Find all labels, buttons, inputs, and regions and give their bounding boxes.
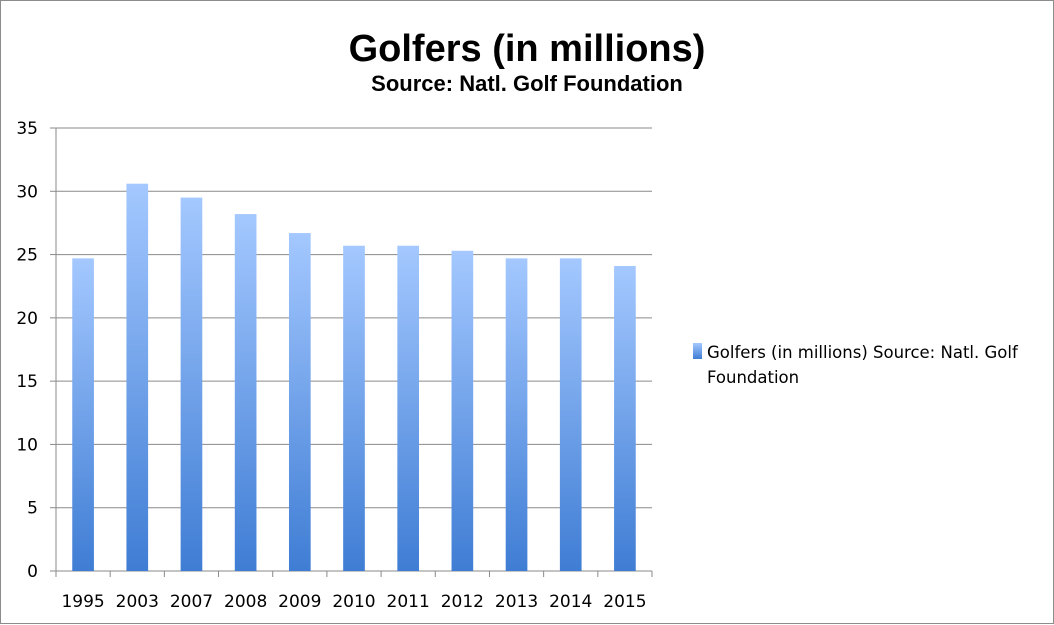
legend-swatch (693, 343, 702, 359)
chart-subtitle: Source: Natl. Golf Foundation (371, 71, 683, 96)
y-tick-label: 10 (16, 435, 38, 455)
y-tick-label: 25 (16, 246, 38, 266)
y-tick-label: 20 (16, 309, 38, 329)
x-tick-label: 2003 (116, 592, 159, 612)
bar-2009 (288, 233, 311, 571)
x-tick-label: 2012 (441, 592, 484, 612)
x-tick-label: 2009 (278, 592, 321, 612)
x-tick-label: 2014 (549, 592, 592, 612)
x-tick-label: 2010 (332, 592, 375, 612)
bar-1995 (72, 258, 94, 571)
x-tick-label: 2015 (603, 592, 646, 612)
legend-label-line-2: Foundation (707, 368, 799, 387)
chart-title: Golfers (in millions) (349, 28, 706, 70)
y-tick-label: 5 (27, 499, 38, 519)
bar-2011 (397, 245, 420, 571)
bar-2015 (614, 265, 636, 571)
x-tick-labels: 1995 2003 2007 2008 2009 2010 2011 2012 2013 2014… (61, 592, 646, 612)
bars (72, 183, 636, 572)
y-tick-label: 0 (27, 562, 38, 582)
bar-2013 (505, 258, 528, 571)
x-tick-label: 1995 (61, 592, 104, 612)
axes (50, 127, 653, 577)
bar-2010 (343, 245, 365, 571)
y-tick-labels: 0 5 10 15 20 25 30 35 (16, 119, 38, 582)
x-tick-label: 2011 (387, 592, 430, 612)
bar-2007 (180, 197, 203, 571)
y-tick-label: 30 (16, 182, 38, 202)
x-tick-label: 2008 (224, 592, 267, 612)
legend: Golfers (in millions) Source: Natl. Golf… (693, 343, 1019, 387)
bar-2003 (126, 183, 149, 572)
bar-2014 (559, 258, 582, 571)
legend-label-line-1: Golfers (in millions) Source: Natl. Golf (707, 343, 1019, 362)
x-tick-label: 2007 (170, 592, 213, 612)
x-tick-label: 2013 (495, 592, 538, 612)
y-tick-label: 35 (16, 119, 38, 139)
y-tick-label: 15 (16, 372, 38, 392)
bar-2012 (451, 250, 474, 571)
bar-2008 (234, 214, 257, 571)
